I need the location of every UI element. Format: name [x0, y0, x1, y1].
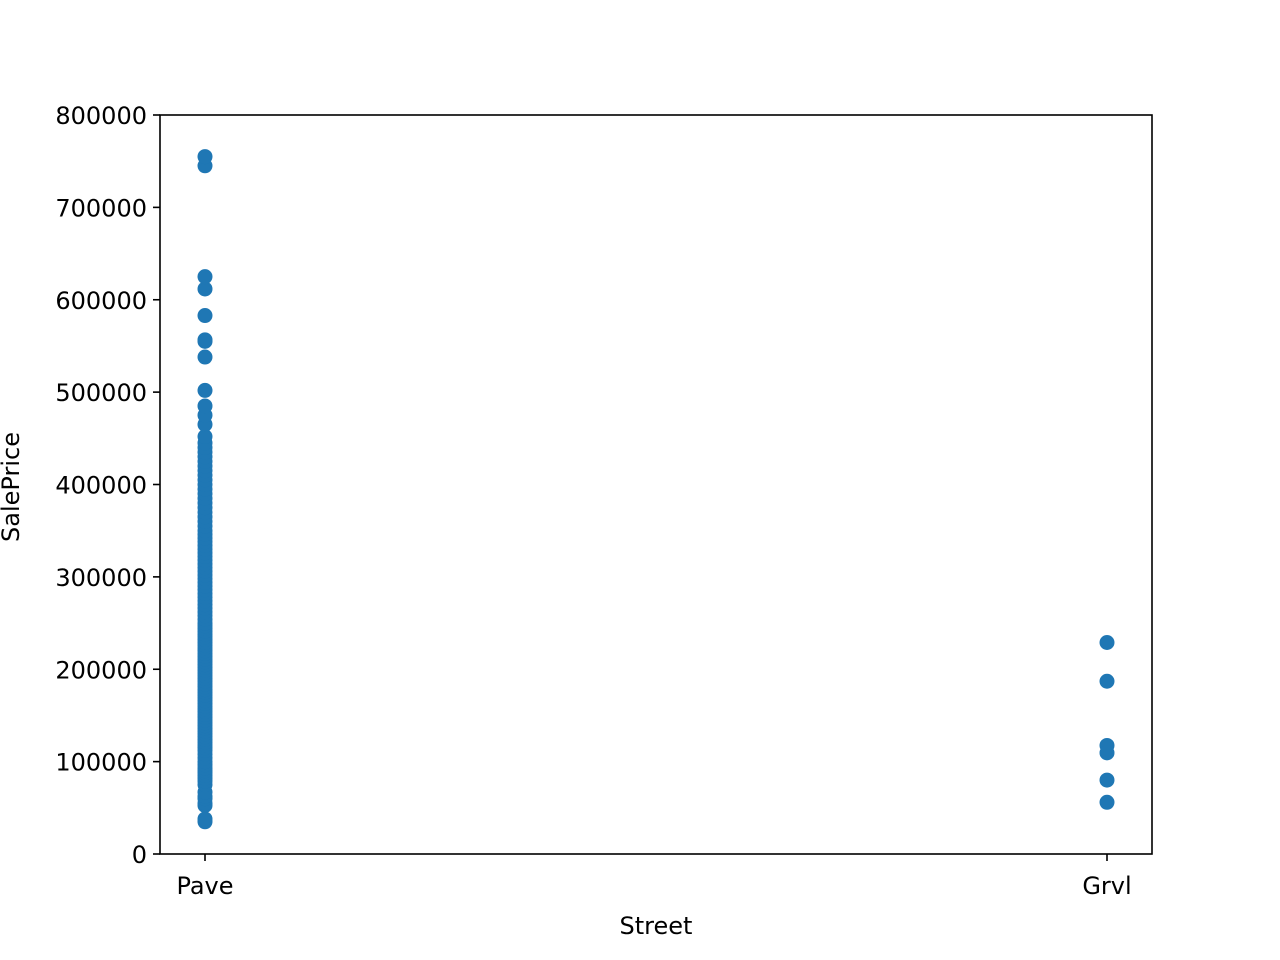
y-tick-label: 600000	[55, 287, 147, 315]
data-point-pave	[197, 382, 213, 398]
plot-frame	[159, 114, 1153, 855]
y-tick-label: 0	[132, 841, 147, 869]
data-point-pave	[197, 811, 213, 827]
data-point-pave	[197, 429, 213, 445]
x-tick-label: Pave	[176, 872, 233, 900]
data-point-pave	[197, 349, 213, 365]
x-axis-label: Street	[620, 912, 693, 940]
y-tick-label: 800000	[55, 102, 147, 130]
data-point-grvl	[1099, 745, 1115, 761]
y-tick-label: 200000	[55, 656, 147, 684]
data-point-grvl	[1099, 794, 1115, 810]
data-point-pave	[197, 281, 213, 297]
y-tick-label: 100000	[55, 749, 147, 777]
data-point-pave	[197, 308, 213, 324]
data-point-pave	[197, 332, 213, 348]
x-tick-label: Grvl	[1082, 872, 1131, 900]
data-point-pave	[197, 149, 213, 165]
y-tick-label: 300000	[55, 564, 147, 592]
data-point-grvl	[1099, 772, 1115, 788]
data-point-pave	[197, 269, 213, 285]
x-axis: Pave Grvl	[176, 854, 1132, 900]
y-axis-label: SalePrice	[0, 432, 25, 542]
data-point-grvl	[1099, 673, 1115, 689]
data-points	[197, 149, 1115, 830]
data-point-grvl	[1099, 635, 1115, 651]
data-point-pave	[197, 398, 213, 414]
y-tick-label: 700000	[55, 194, 147, 222]
y-axis: 0 100000 200000 300000 400000 500000 600000 700…	[55, 102, 160, 869]
y-tick-label: 500000	[55, 379, 147, 407]
y-tick-label: 400000	[55, 472, 147, 500]
